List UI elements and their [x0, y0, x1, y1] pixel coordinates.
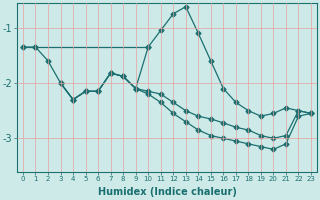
X-axis label: Humidex (Indice chaleur): Humidex (Indice chaleur): [98, 187, 236, 197]
